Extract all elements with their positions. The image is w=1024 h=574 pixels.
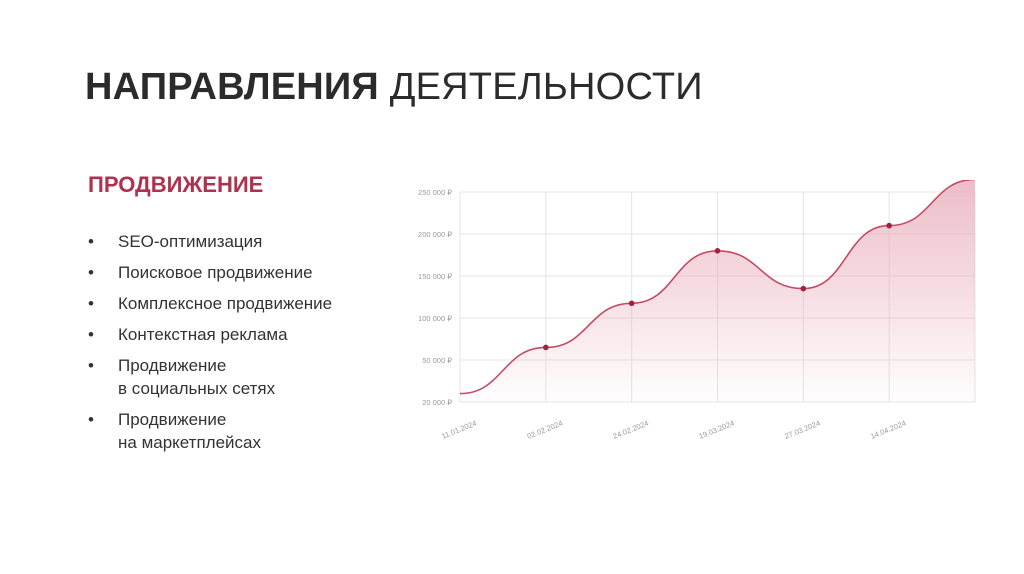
slide-title-bold: НАПРАВЛЕНИЯ bbox=[85, 66, 379, 108]
slide-title-rest: ДЕЯТЕЛЬНОСТИ bbox=[389, 66, 703, 108]
y-tick-label: 150 000 ₽ bbox=[418, 272, 452, 281]
y-tick-label: 200 000 ₽ bbox=[418, 230, 452, 239]
slide-title: НАПРАВЛЕНИЯ ДЕЯТЕЛЬНОСТИ bbox=[85, 66, 703, 109]
data-point bbox=[628, 300, 635, 307]
bullet-item: Комплексное продвижение bbox=[88, 292, 332, 315]
x-tick-label: 27.03.2024 bbox=[783, 418, 821, 440]
bullet-item: Контекстная реклама bbox=[88, 323, 332, 346]
x-tick-label: 19.03.2024 bbox=[697, 418, 735, 440]
bullet-item: Продвижение на маркетплейсах bbox=[88, 408, 332, 454]
x-tick-label: 24.02.2024 bbox=[612, 418, 650, 440]
data-point bbox=[714, 248, 721, 254]
data-point bbox=[886, 222, 892, 229]
x-tick-label: 11.01.2024 bbox=[440, 419, 478, 441]
data-point bbox=[800, 285, 807, 292]
section-title: ПРОДВИЖЕНИЕ bbox=[88, 172, 264, 197]
x-tick-label: 02.02.2024 bbox=[526, 418, 564, 440]
y-tick-label: 250 000 ₽ bbox=[418, 188, 452, 197]
bullet-item: Продвижение в социальных сетях bbox=[88, 354, 332, 400]
data-point bbox=[543, 344, 549, 351]
x-tick-label: 14.04.2024 bbox=[869, 418, 907, 440]
bullet-item: SEO-оптимизация bbox=[88, 230, 332, 253]
y-tick-label: 20 000 ₽ bbox=[422, 398, 452, 407]
area-fill bbox=[460, 180, 975, 402]
y-tick-label: 50 000 ₽ bbox=[422, 356, 452, 365]
area-chart: 20 000 ₽ 50 000 ₽ 100 000 ₽ 150 000 ₽ 200 00… bbox=[418, 180, 976, 441]
bullet-item: Поисковое продвижение bbox=[88, 261, 332, 284]
bullet-list: SEO-оптимизация Поисковое продвижение Ко… bbox=[88, 230, 332, 462]
y-tick-label: 100 000 ₽ bbox=[418, 314, 452, 323]
